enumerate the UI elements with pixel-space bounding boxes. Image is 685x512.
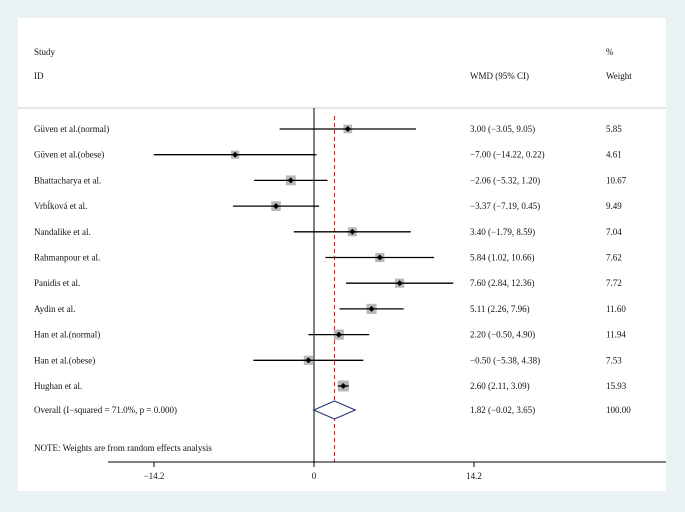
x-tick-label: 14.2 (466, 471, 482, 481)
point-estimate (273, 203, 280, 210)
point-estimate (305, 357, 312, 364)
x-tick-label: −14.2 (144, 471, 165, 481)
study-ci: 5.84 (1.02, 10.66) (470, 253, 535, 263)
weights-note: NOTE: Weights are from random effects an… (34, 443, 212, 453)
study-row: Nandalike et al. 3.40 (−1.79, 8.59) 7.04 (34, 227, 622, 237)
point-estimate (340, 383, 347, 389)
study-name: Han et al.(obese) (34, 355, 95, 365)
header-effect: WMD (95% CI) (470, 71, 529, 81)
study-ci: −0.50 (−5.38, 4.38) (470, 355, 540, 365)
study-ci: −3.37 (−7.19, 0.45) (470, 201, 540, 211)
overall-label: Overall (I−squared = 71.0%, p = 0.000) (34, 405, 177, 415)
study-ci: −7.00 (−14.22, 0.22) (470, 150, 545, 160)
x-tick-label: 0 (312, 471, 317, 481)
point-estimate (396, 280, 403, 287)
header-id: ID (34, 71, 44, 81)
study-rows: Güven et al.(normal) 3.00 (−3.05, 9.05) 5.… (34, 124, 627, 392)
study-row: Aydin et al. 5.11 (2.26, 7.96) 11.60 (34, 303, 626, 314)
study-name: Nandalike et al. (34, 227, 91, 237)
study-weight: 9.49 (606, 201, 622, 211)
overall-ci: 1.82 (−0.02, 3.65) (470, 405, 535, 415)
header-study: Study (34, 47, 56, 57)
study-weight: 7.72 (606, 278, 622, 288)
study-row: Panidis et al. 7.60 (2.84, 12.36) 7.72 (34, 278, 622, 288)
point-estimate (232, 151, 239, 158)
study-ci: 3.40 (−1.79, 8.59) (470, 227, 535, 237)
study-row: Bhattacharya et al. −2.06 (−5.32, 1.20) 10… (34, 175, 627, 185)
study-name: Aydin et al. (34, 304, 75, 314)
header-weight: Weight (606, 71, 632, 81)
point-estimate (335, 331, 342, 338)
study-name: Rahmanpour et al. (34, 253, 100, 263)
study-weight: 15.93 (606, 381, 627, 391)
study-row: Han et al.(normal) 2.20 (−0.50, 4.90) 11.9… (34, 329, 626, 340)
header-percent: % (606, 47, 614, 57)
study-weight: 7.04 (606, 227, 622, 237)
point-estimate (344, 126, 351, 132)
study-ci: 2.60 (2.11, 3.09) (470, 381, 530, 391)
study-name: Panidis et al. (34, 278, 80, 288)
study-name: Hughan et al. (34, 381, 82, 391)
study-row: Güven et al.(obese) −7.00 (−14.22, 0.22) 4… (34, 150, 622, 160)
study-weight: 11.94 (606, 330, 626, 340)
study-ci: 5.11 (2.26, 7.96) (470, 304, 530, 314)
study-row: Rahmanpour et al. 5.84 (1.02, 10.66) 7.62 (34, 253, 622, 263)
study-row: Han et al.(obese) −0.50 (−5.38, 4.38) 7.53 (34, 355, 622, 365)
study-weight: 7.62 (606, 253, 622, 263)
study-weight: 10.67 (606, 175, 627, 185)
point-estimate (287, 177, 294, 184)
overall-diamond (312, 400, 357, 420)
study-ci: 7.60 (2.84, 12.36) (470, 278, 535, 288)
study-ci: −2.06 (−5.32, 1.20) (470, 175, 540, 185)
overall-weight: 100.00 (606, 405, 631, 415)
study-ci: 2.20 (−0.50, 4.90) (470, 330, 535, 340)
study-weight: 4.61 (606, 150, 622, 160)
study-name: Vrbĺková et al. (34, 201, 87, 211)
study-ci: 3.00 (−3.05, 9.05) (470, 124, 535, 134)
point-estimate (376, 254, 383, 261)
study-row: Hughan et al. 2.60 (2.11, 3.09) 15.93 (34, 380, 627, 392)
study-weight: 7.53 (606, 355, 622, 365)
study-name: Han et al.(normal) (34, 330, 100, 340)
study-weight: 11.60 (606, 304, 626, 314)
study-row: Vrbĺková et al. −3.37 (−7.19, 0.45) 9.49 (34, 201, 622, 211)
study-name: Güven et al.(obese) (34, 150, 104, 160)
study-row: Güven et al.(normal) 3.00 (−3.05, 9.05) 5.… (34, 124, 622, 134)
point-estimate (368, 305, 375, 312)
study-name: Bhattacharya et al. (34, 175, 101, 185)
study-name: Güven et al.(normal) (34, 124, 109, 134)
x-axis-ticks: −14.2 0 14.2 (144, 462, 482, 481)
study-weight: 5.85 (606, 124, 622, 134)
point-estimate (349, 228, 356, 235)
